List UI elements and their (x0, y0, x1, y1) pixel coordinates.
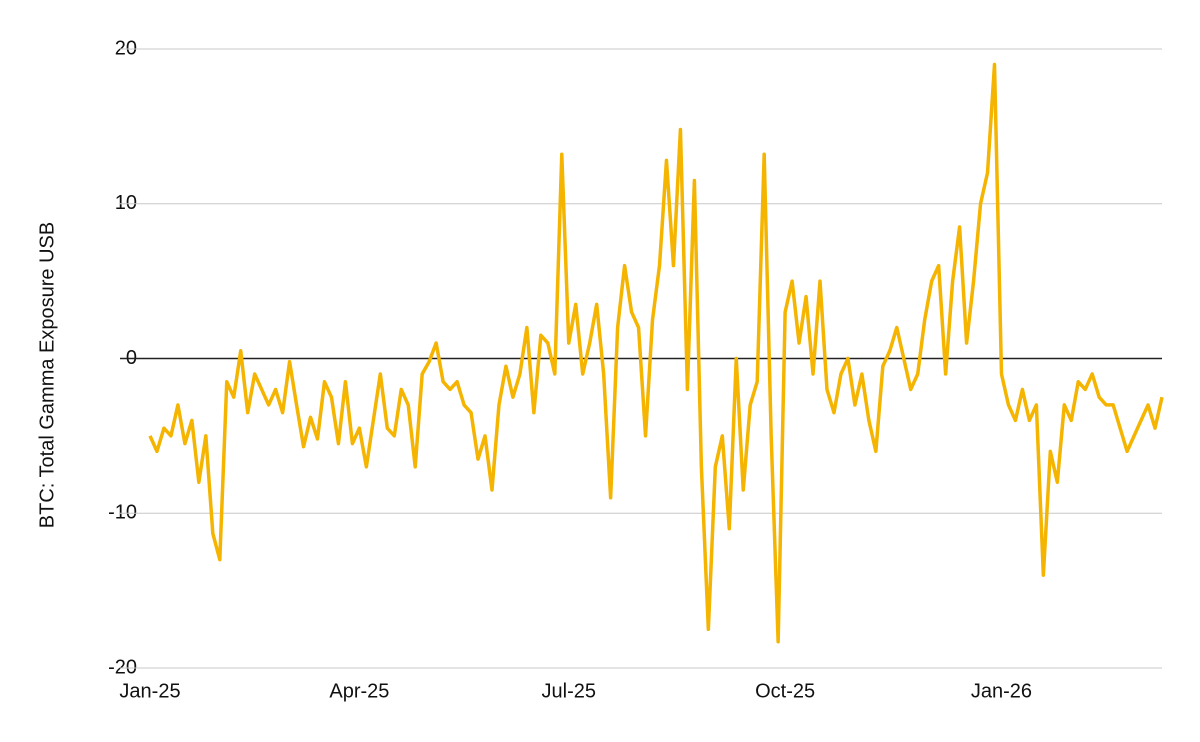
y-tick-label: -10 (108, 502, 137, 524)
y-tick-label: 10 (115, 192, 137, 214)
y-tick-label: -20 (108, 656, 137, 678)
x-tick-label: Jan-26 (971, 680, 1032, 702)
x-tick-label: Oct-25 (755, 680, 815, 702)
y-tick-label: 20 (115, 37, 137, 59)
x-tick-label: Jul-25 (542, 680, 596, 702)
line-series (148, 62, 1164, 644)
x-tick-label: Jan-25 (119, 680, 180, 702)
y-axis-label: BTC: Total Gamma Exposure USB (36, 222, 58, 528)
x-tick-label: Apr-25 (329, 680, 389, 702)
